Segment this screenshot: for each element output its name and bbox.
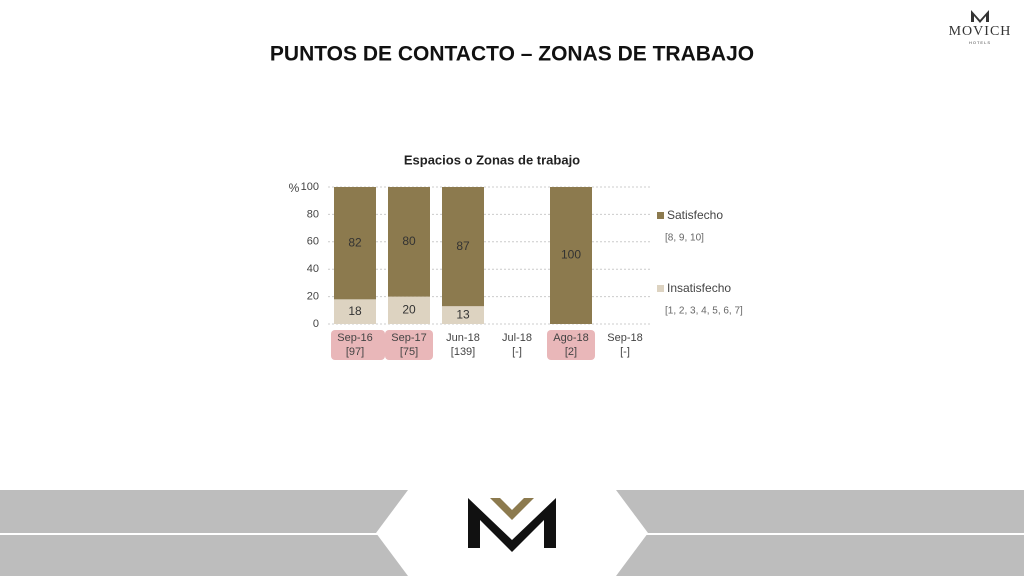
sample-size: [-] [512, 346, 522, 358]
x-tick-label: Ago-18 [553, 332, 588, 344]
x-tick-label: Sep-16 [337, 332, 372, 344]
y-tick-label: 100 [301, 181, 319, 193]
bar-segment [550, 187, 592, 324]
bar-segment [442, 306, 484, 324]
legend-label: Insatisfecho [667, 281, 731, 295]
data-label: 80 [402, 234, 416, 248]
sample-size: [2] [565, 346, 577, 358]
data-label: 82 [348, 235, 362, 249]
y-tick-label: 80 [307, 208, 319, 220]
category-highlight [547, 330, 595, 360]
y-tick-label: 40 [307, 263, 319, 275]
chart-title: Espacios o Zonas de trabajo [404, 152, 580, 167]
legend-scale: [8, 9, 10] [665, 233, 704, 244]
sample-size: [139] [451, 346, 475, 358]
bar-segment [388, 187, 430, 297]
y-tick-label: 60 [307, 236, 319, 248]
category-highlight [331, 330, 385, 360]
footer-logo-accent [490, 498, 534, 520]
sample-size: [75] [400, 346, 418, 358]
y-tick-label: 0 [313, 318, 319, 330]
y-axis-label: % [289, 181, 300, 195]
y-tick-label: 20 [307, 291, 319, 303]
legend-swatch [657, 212, 664, 219]
footer-logo [468, 498, 556, 552]
bar-segment [388, 296, 430, 324]
bar-segment [334, 299, 376, 324]
data-label: 20 [402, 302, 416, 316]
category-highlight [385, 330, 433, 360]
legend-swatch [657, 285, 664, 292]
sample-size: [97] [346, 346, 364, 358]
bar-segment [442, 187, 484, 307]
data-label: 13 [456, 307, 470, 321]
footer-hex [376, 490, 648, 576]
logo-sub: HOTELS [969, 40, 991, 45]
x-tick-label: Jun-18 [446, 332, 480, 344]
x-tick-label: Jul-18 [502, 332, 532, 344]
legend-label: Satisfecho [667, 208, 723, 222]
legend-scale: [1, 2, 3, 4, 5, 6, 7] [665, 306, 743, 317]
logo-text: MOVICH [949, 24, 1012, 39]
data-label: 100 [561, 248, 581, 262]
sample-size: [-] [620, 346, 630, 358]
x-tick-label: Sep-18 [607, 332, 642, 344]
logo-icon [971, 10, 989, 23]
data-label: 87 [456, 239, 470, 253]
slide-title: PUNTOS DE CONTACTO – ZONAS DE TRABAJO [270, 43, 754, 66]
x-tick-label: Sep-17 [391, 332, 426, 344]
bar-segment [334, 187, 376, 300]
data-label: 18 [348, 304, 362, 318]
